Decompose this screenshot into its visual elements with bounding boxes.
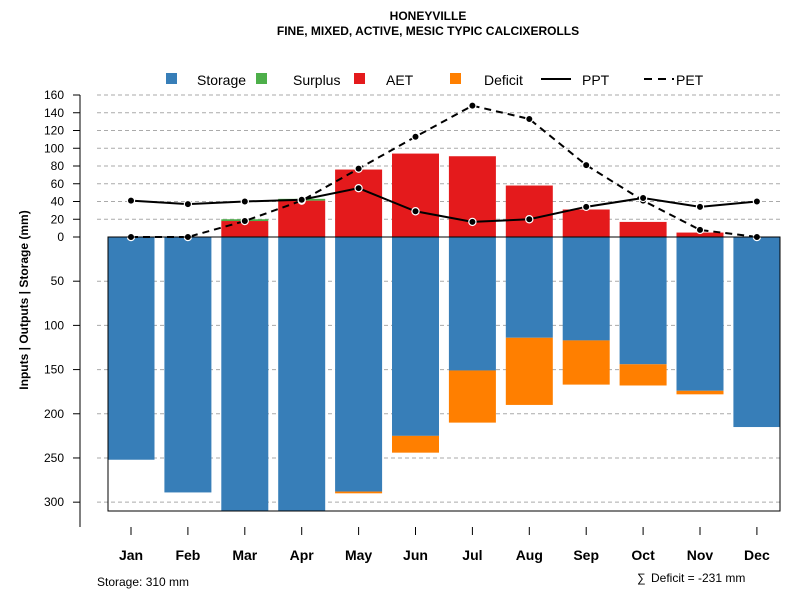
pet-point <box>240 216 249 226</box>
storage-bar <box>562 237 610 341</box>
ppt-point <box>183 199 193 209</box>
y-tick-label: 80 <box>51 159 65 173</box>
storage-bar <box>448 237 496 371</box>
legend-storage-swatch <box>166 73 177 84</box>
pet-point <box>582 160 591 170</box>
x-tick-label: Jan <box>119 547 143 563</box>
x-tick-label: May <box>345 547 372 563</box>
ppt-point <box>638 193 648 203</box>
storage-bar <box>335 237 383 492</box>
deficit-bar <box>448 370 496 423</box>
deficit-note: Deficit = -231 mm <box>651 571 745 585</box>
aet-bar <box>392 153 439 237</box>
legend-pet-label: PET <box>676 72 704 88</box>
y-tick-label: 0 <box>57 230 64 244</box>
y-tick-label: 160 <box>44 88 64 102</box>
x-tick-label: Oct <box>631 547 655 563</box>
axes: 0 20 40 60 80 100 120 140 160 50 100 150 200 250 300 Ja… <box>44 88 781 563</box>
storage-bar <box>733 237 781 428</box>
ppt-point <box>468 217 477 227</box>
deficit-bar <box>676 390 724 395</box>
pet-point <box>468 101 477 110</box>
y-tick-label: 300 <box>44 495 64 509</box>
y-tick-label: 50 <box>51 274 65 288</box>
legend-surplus-label: Surplus <box>293 72 340 88</box>
ppt-point <box>411 207 420 216</box>
pet-line <box>131 104 758 238</box>
storage-bar <box>221 237 269 511</box>
x-tick-label: Dec <box>744 547 770 563</box>
legend-deficit-swatch <box>450 73 461 84</box>
legend-aet-label: AET <box>386 72 414 88</box>
aet-bar <box>221 221 269 237</box>
pet-point <box>411 132 420 141</box>
y-tick-label: 120 <box>44 124 64 138</box>
y-tick-label: 200 <box>44 407 64 421</box>
x-tick-label: Nov <box>687 547 714 563</box>
deficit-bar <box>392 435 439 453</box>
storage-note: Storage: 310 mm <box>97 575 189 589</box>
storage-bar <box>278 237 326 511</box>
storage-bar <box>619 237 667 365</box>
series-lines <box>126 101 762 242</box>
deficit-bar <box>335 491 383 494</box>
x-tick-label: Sep <box>573 547 599 563</box>
aet-bar <box>505 185 553 237</box>
pet-point <box>525 114 534 124</box>
legend-surplus-swatch <box>256 73 267 84</box>
x-tick-label: Feb <box>175 547 200 563</box>
legend: Storage Surplus AET Deficit PPT PET <box>166 72 704 88</box>
aet-bar <box>562 209 610 237</box>
y-tick-label: 250 <box>44 451 64 465</box>
legend-ppt-label: PPT <box>582 72 610 88</box>
ppt-line <box>130 187 757 223</box>
deficit-bar <box>562 340 610 385</box>
aet-bar <box>676 232 724 237</box>
y-tick-label: 40 <box>51 195 65 209</box>
aet-bar <box>619 221 667 237</box>
ppt-point <box>240 197 249 206</box>
x-tick-label: Mar <box>232 547 257 563</box>
ppt-point <box>752 197 762 206</box>
bars <box>107 153 781 511</box>
aet-bar <box>335 169 383 237</box>
x-tick-label: Jun <box>403 547 428 563</box>
deficit-sum-icon: ∑ <box>637 571 646 585</box>
storage-bar <box>107 237 155 460</box>
x-tick-label: Aug <box>516 547 543 563</box>
y-tick-label: 100 <box>44 318 64 332</box>
storage-bar <box>164 237 212 493</box>
ppt-point <box>126 196 136 205</box>
deficit-bar <box>619 364 667 386</box>
ppt-point <box>525 215 534 224</box>
pet-point <box>695 225 705 235</box>
pet-point <box>354 164 363 173</box>
storage-bar <box>676 237 724 391</box>
y-tick-label: 20 <box>51 212 65 226</box>
chart-subtitle: FINE, MIXED, ACTIVE, MESIC TYPIC CALCIXE… <box>277 24 579 38</box>
chart-title: HONEYVILLE <box>390 9 467 23</box>
ppt-point <box>354 183 363 193</box>
legend-storage-label: Storage <box>197 72 246 88</box>
y-axis-label: Inputs | Outputs | Storage (mm) <box>17 210 31 389</box>
storage-bar <box>392 237 439 436</box>
y-tick-label: 140 <box>44 106 64 120</box>
legend-aet-swatch <box>354 73 365 84</box>
x-tick-label: Jul <box>462 547 482 563</box>
ppt-point <box>695 202 705 212</box>
y-tick-label: 150 <box>44 363 64 377</box>
ppt-point <box>582 202 591 212</box>
storage-bar <box>505 237 553 338</box>
legend-deficit-label: Deficit <box>484 72 523 88</box>
y-tick-label: 100 <box>44 141 64 155</box>
y-tick-label: 60 <box>51 177 65 191</box>
ppt-point <box>297 195 306 204</box>
deficit-bar <box>505 337 553 405</box>
x-tick-label: Apr <box>290 547 315 563</box>
